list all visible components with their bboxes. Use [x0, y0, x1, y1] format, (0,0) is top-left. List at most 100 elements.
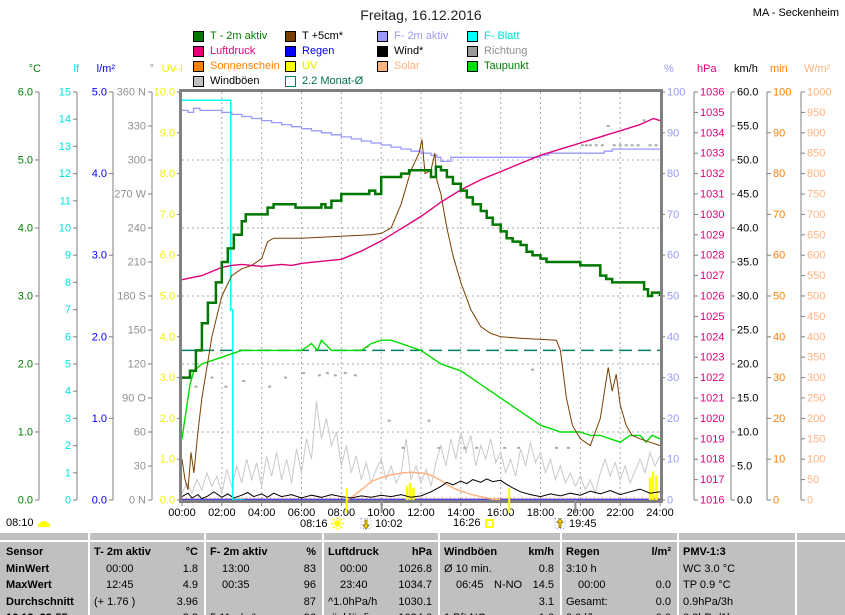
axis-tick-label: 10 [773, 454, 785, 466]
table-text: 96 [303, 579, 316, 591]
axis-tick-label: 850 [807, 148, 825, 160]
axis-tick-label: 350 [807, 352, 825, 364]
table-text: 16.12. 23:55 [6, 612, 68, 615]
legend-item-t2m: T - 2m aktiv [193, 30, 267, 42]
table-text: 00:00 [340, 562, 368, 575]
table-column-divider [677, 533, 679, 615]
event-time: 10:02 [375, 517, 403, 530]
legend-label: F- 2m aktiv [394, 30, 449, 42]
table-text: 0.0 [655, 595, 671, 608]
axis-tick-label: 60 [667, 250, 679, 262]
table-text: 1 Bft NO [444, 612, 486, 615]
event-sun: 08:16 [300, 517, 344, 530]
table-top-divider [0, 540, 845, 542]
axis-tick-label: 90 [773, 127, 785, 139]
table-column-divider [560, 533, 562, 615]
table-cell-r2c4: Gesamt: 0.0 [560, 593, 677, 610]
axis-tick-label: 15 [59, 87, 71, 99]
table-cell-header-0: T- 2m aktiv °C [88, 543, 204, 560]
axis-tick-label: 3.0 [160, 372, 175, 384]
legend-label: Regen [302, 45, 335, 57]
x-tick-label: 12:00 [407, 507, 435, 519]
axis-tick-label: 20 [773, 413, 785, 425]
axis-tick-label: 5.0 [92, 87, 107, 99]
series-t5cm [181, 139, 661, 490]
axis-tick-label: 12 [59, 168, 71, 180]
table-row: Durchschnitt (+ 1.76 ) 3.96 87 ^1.0hPa/h 1030… [0, 593, 845, 610]
axis-tick-label: 330 [128, 121, 146, 133]
axis-tick-label: 1019 [700, 433, 724, 445]
table-text: 12:45 [106, 579, 134, 591]
legend-label: Wind* [394, 45, 424, 57]
axis-tick-label: 25.0 [737, 325, 758, 337]
table-row: MinWert 00:00 1.8 13:00 83 00:00 1026.8 Ø 10 mi… [0, 560, 845, 577]
table-cell-r1c4: 00:00 0.0 [560, 577, 677, 594]
table-cell-rowlabel-0: MinWert [0, 560, 88, 577]
table-text: 3.1 [538, 595, 554, 608]
legend-swatch-wind [377, 45, 388, 57]
axis-unit-label: min [770, 63, 788, 75]
axis-tick-label: 150 [807, 433, 825, 445]
axis-tick-label: 400 [807, 331, 825, 343]
series-f2m [182, 107, 660, 163]
table-cell-r0c1: 13:00 83 [204, 560, 322, 577]
axis-tick-label: 90 [667, 127, 679, 139]
table-text: 14.5 [532, 579, 554, 591]
legend-item-solar: Solar [377, 60, 420, 72]
axis-tick-label: 10 [59, 223, 71, 235]
axis-tick-label: 0 N [129, 495, 146, 507]
table-row: MaxWert 12:45 4.9 00:35 96 23:40 1034.7 06:45 N-… [0, 577, 845, 594]
table-text: 13:00 [222, 562, 250, 575]
axis-tick-label: 650 [807, 229, 825, 241]
table-cell-r3c0: 2.8 [88, 609, 204, 615]
axis-tick-label: 210 [128, 257, 146, 269]
legend-label: Richtung [484, 45, 528, 57]
table-text: % [306, 545, 316, 558]
legend-label: Sonnenschein [210, 60, 280, 72]
table-text: 96 [304, 612, 316, 615]
axis-tick-label: 800 [807, 168, 825, 180]
axis-tick-label: 150 [128, 325, 146, 337]
axis-tick-label: 7.0 [160, 209, 175, 221]
axis-tick-label: 1035 [700, 107, 724, 119]
axis-tick-label: 600 [807, 250, 825, 262]
axis-tick-label: 2.0 [18, 359, 33, 371]
table-text: 1026.8 [398, 562, 432, 575]
legend-item-uv: UV [285, 60, 317, 72]
table-cell-r0c4: 3:10 h [560, 560, 677, 577]
table-text: 23:40 [340, 579, 368, 591]
axis-tick-label: 35.0 [737, 257, 758, 269]
axis-tick-label: 1032 [700, 168, 724, 180]
axis-unit-label: °C [29, 63, 41, 75]
table-text: 0.0 [655, 579, 671, 591]
axis-tick-label: 45.0 [737, 189, 758, 201]
axis-tick-label: 1021 [700, 393, 724, 405]
axis-tick-label: 250 [807, 393, 825, 405]
axis-tick-label: 60.0 [737, 87, 758, 99]
table-cell-header-3: Windböen km/h [438, 543, 560, 560]
event-time: 16:26 [453, 517, 481, 529]
axis-tick-label: 4 [65, 386, 71, 398]
axis-tick-label: 40 [773, 331, 785, 343]
legend-swatch-sonne [193, 60, 204, 72]
sunrise-icon [37, 519, 51, 527]
axis-°: 360 N 330 300 270 W 240 210 180 S 150 120 90 O 60 3… [114, 63, 154, 507]
axis-tick-label: 1020 [700, 413, 724, 425]
sun-moon-events-row: 08:10 08:16 10:02 16:26 19:45 [0, 517, 845, 534]
axis-tick-label: 20.0 [737, 359, 758, 371]
table-cell-r1c5: TP 0.9 °C [677, 577, 795, 594]
legend-item-taupunkt: Taupunkt [467, 60, 529, 72]
axis-tick-label: 2.0 [92, 331, 107, 343]
axis-tick-label: 0 [773, 495, 779, 507]
table-text: 00:00 [106, 562, 134, 575]
sunset-icon [484, 518, 495, 529]
series-richtung [194, 119, 658, 449]
table-header-row: Sensor T- 2m aktiv °C F- 2m aktiv% Luftdruck… [0, 543, 845, 560]
axis-tick-label: 6 [65, 331, 71, 343]
table-cell-r0c0: 00:00 1.8 [88, 560, 204, 577]
table-text: F- 2m aktiv [210, 545, 268, 558]
table-text: Windböen [444, 545, 498, 558]
table-cell-r2c0: (+ 1.76 ) 3.96 [88, 593, 204, 610]
legend-label: UV [302, 60, 318, 72]
axis-tick-label: 1022 [700, 372, 724, 384]
